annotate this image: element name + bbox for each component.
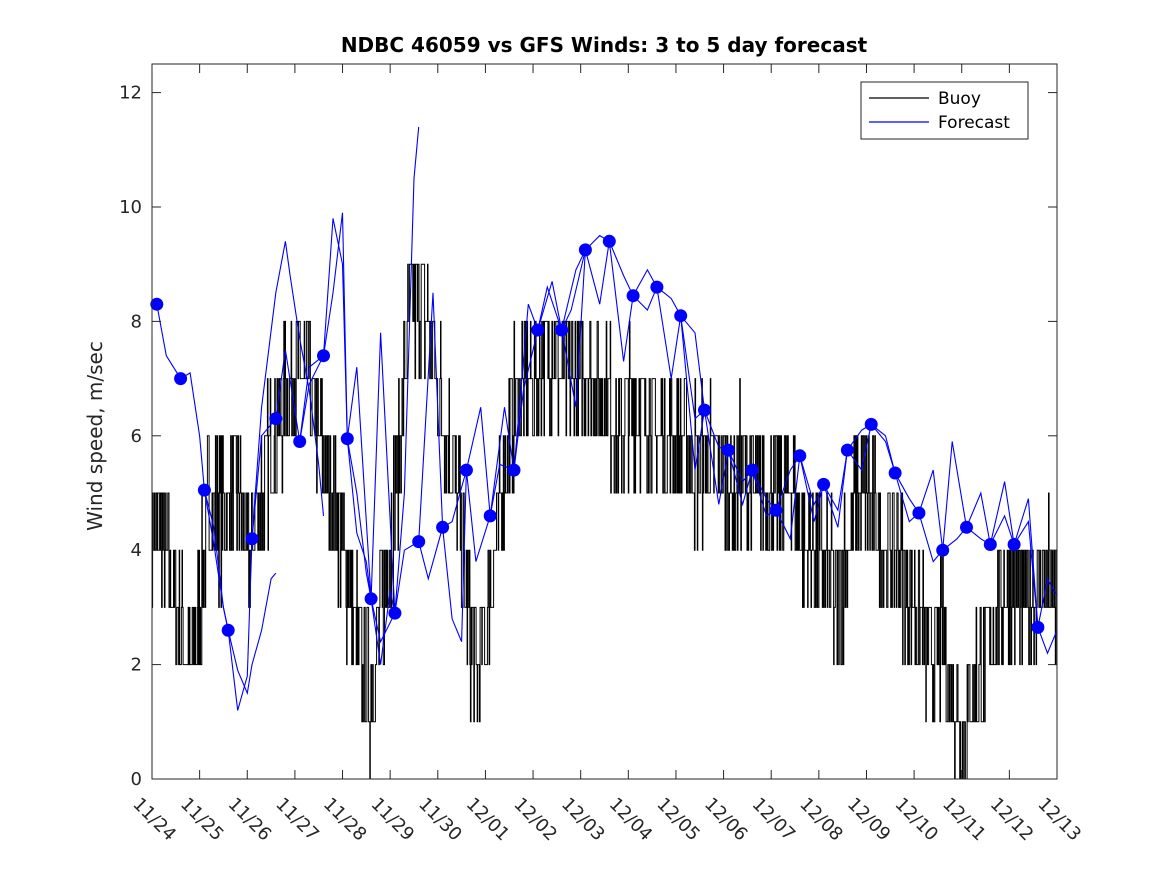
forecast-point-13 <box>436 520 450 534</box>
forecast-point-22 <box>650 280 664 294</box>
forecast-point-16 <box>507 463 521 477</box>
forecast-point-14 <box>459 463 473 477</box>
forecast-point-21 <box>626 289 640 303</box>
forecast-point-28 <box>793 449 807 463</box>
forecast-point-20 <box>602 234 616 248</box>
forecast-point-23 <box>674 309 688 323</box>
forecast-points <box>150 234 1045 637</box>
x-tick-label: 12/05 <box>652 794 704 846</box>
forecast-point-24 <box>698 403 711 417</box>
forecast-point-6 <box>269 412 283 426</box>
forecast-point-37 <box>1007 538 1021 551</box>
x-tick-label: 12/02 <box>510 794 562 846</box>
forecast-point-18 <box>555 323 569 337</box>
forecast-point-10 <box>364 592 378 606</box>
forecast-line-5 <box>346 249 586 642</box>
forecast-point-4 <box>221 623 235 637</box>
forecast-point-11 <box>388 606 402 620</box>
x-tick-label: 12/04 <box>605 794 657 846</box>
x-tick-label: 11/28 <box>319 794 371 846</box>
y-tick-label: 8 <box>131 311 142 332</box>
forecast-line-4 <box>299 126 420 644</box>
forecast-point-29 <box>817 477 831 491</box>
forecast-point-8 <box>317 349 330 363</box>
buoy-line <box>152 263 1058 780</box>
forecast-point-19 <box>578 243 592 257</box>
forecast-point-1 <box>150 297 164 311</box>
forecast-line-3 <box>251 218 396 665</box>
forecast-point-3 <box>197 483 211 497</box>
x-tick-label: 12/06 <box>700 794 752 846</box>
forecast-point-33 <box>912 506 926 520</box>
y-tick-label: 4 <box>131 540 142 561</box>
axes-box <box>151 63 1058 780</box>
x-tick-label: 12/10 <box>891 794 943 846</box>
y-tick-label: 12 <box>119 83 142 104</box>
x-tick-label: 12/09 <box>843 794 895 846</box>
forecast-line-7 <box>561 241 825 522</box>
x-tick-label: 12/03 <box>557 794 609 846</box>
forecast-point-7 <box>293 435 307 448</box>
x-tick-label: 12/07 <box>748 794 800 846</box>
legend-buoy-label: Buoy <box>938 89 981 109</box>
forecast-line-2 <box>203 241 325 711</box>
forecast-point-17 <box>531 323 545 337</box>
forecast-point-32 <box>888 466 902 480</box>
forecast-point-2 <box>174 372 188 386</box>
x-tick-label: 11/26 <box>224 794 276 846</box>
x-tick-label: 11/30 <box>414 794 466 846</box>
legend-forecast-label: Forecast <box>938 113 1010 133</box>
y-tick-label: 2 <box>131 655 142 676</box>
y-axis-label: Wind speed, m/sec <box>83 341 107 531</box>
x-tick-label: 11/25 <box>176 794 228 846</box>
forecast-point-26 <box>745 463 759 477</box>
forecast-point-9 <box>340 432 354 446</box>
forecast-point-38 <box>1031 620 1045 634</box>
legend-box <box>860 81 1029 140</box>
forecast-point-31 <box>864 417 878 431</box>
forecast-point-36 <box>983 538 997 551</box>
x-tick-label: 11/27 <box>271 794 323 846</box>
chart-title: NDBC 46059 vs GFS Winds: 3 to 5 day fore… <box>341 33 868 57</box>
forecast-point-35 <box>960 520 973 534</box>
x-tick-label: 11/29 <box>367 794 419 846</box>
forecast-point-12 <box>412 535 426 549</box>
forecast-point-30 <box>840 443 854 457</box>
y-tick-label: 10 <box>119 197 142 218</box>
buoy-series <box>152 263 1058 780</box>
x-tick-label: 12/01 <box>462 794 514 846</box>
forecast-point-34 <box>936 543 950 557</box>
x-tick-label: 11/24 <box>128 794 180 846</box>
x-tick-label: 12/13 <box>1033 794 1085 846</box>
x-tick-label: 12/11 <box>938 794 990 846</box>
x-tick-label: 12/12 <box>986 794 1038 846</box>
forecast-point-27 <box>769 503 783 517</box>
forecast-point-5 <box>245 532 259 546</box>
forecast-point-15 <box>483 509 497 523</box>
y-tick-label: 6 <box>131 426 142 447</box>
forecast-point-25 <box>721 443 735 457</box>
y-tick-label: 0 <box>131 769 142 790</box>
legend: Buoy Forecast <box>860 81 1029 140</box>
x-tick-label: 12/08 <box>795 794 847 846</box>
